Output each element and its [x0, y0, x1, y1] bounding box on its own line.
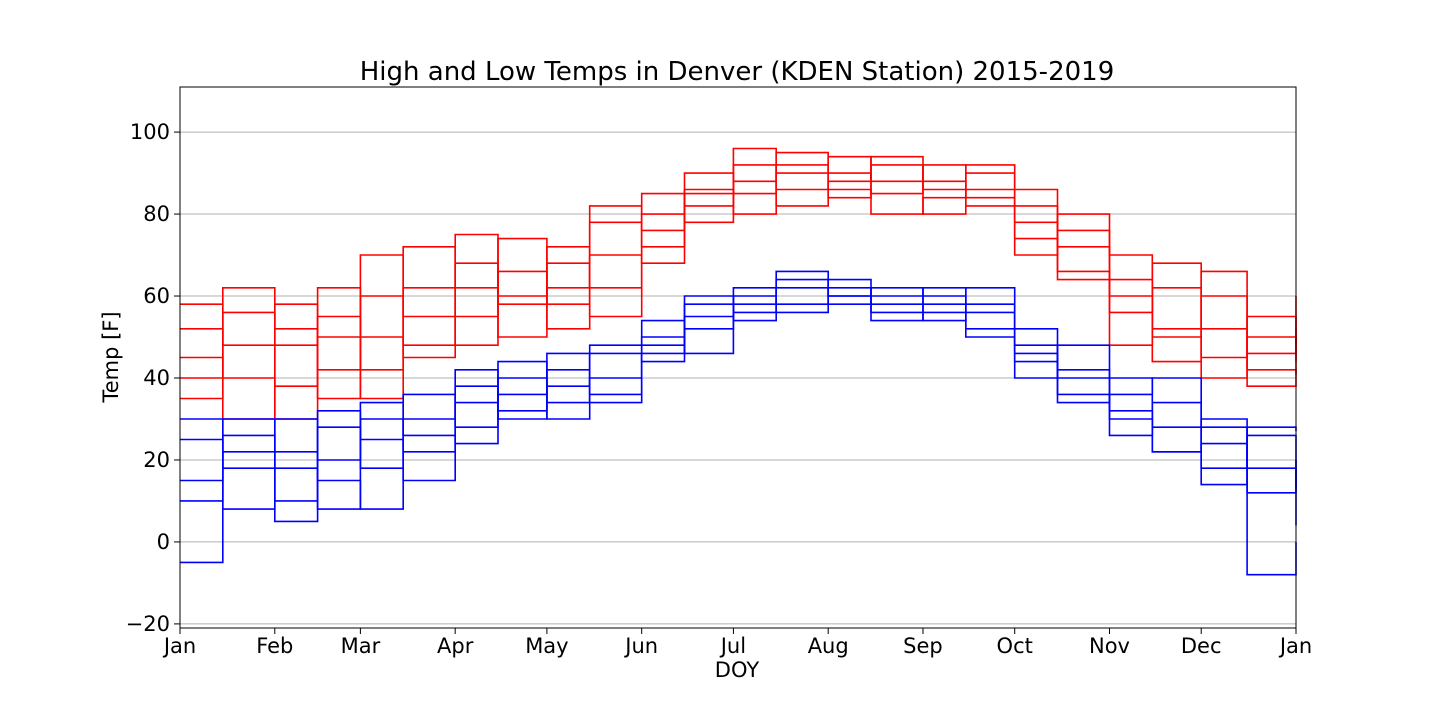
y-tick-label: 0 [157, 530, 170, 554]
chart-title: High and Low Temps in Denver (KDEN Stati… [360, 57, 1114, 87]
x-tick-label: Aug [808, 634, 849, 658]
x-tick-label: Jan [162, 634, 196, 658]
x-tick-label: Jun [623, 634, 658, 658]
x-tick-label: Jan [1278, 634, 1312, 658]
x-tick-label: May [525, 634, 568, 658]
x-axis-label: DOY [715, 658, 760, 682]
series-lines [180, 147, 1297, 576]
plot-frame [179, 86, 1297, 629]
y-axis: −20 0 20 40 60 80 100 [126, 120, 180, 636]
y-tick-label: 40 [143, 366, 170, 390]
x-tick-label: Nov [1089, 634, 1130, 658]
y-tick-label: 20 [143, 448, 170, 472]
series-line-low-9 [180, 270, 1297, 576]
y-tick-label: −20 [126, 612, 170, 636]
y-tick-label: 60 [143, 284, 170, 308]
series-line-high-4 [180, 147, 1297, 400]
x-tick-label: Apr [437, 634, 474, 658]
x-tick-label: Jul [719, 634, 746, 658]
x-tick-label: Dec [1181, 634, 1222, 658]
x-tick-label: Oct [997, 634, 1033, 658]
y-tick-label: 80 [143, 202, 170, 226]
y-axis-label: Temp [F] [99, 311, 123, 403]
x-tick-label: Mar [341, 634, 381, 658]
x-axis: Jan Feb Mar Apr May Jun Jul Aug Sep Oct Nov Dec Jan [162, 628, 1312, 658]
y-tick-label: 100 [130, 120, 170, 144]
x-tick-label: Feb [256, 634, 293, 658]
x-tick-label: Sep [903, 634, 943, 658]
